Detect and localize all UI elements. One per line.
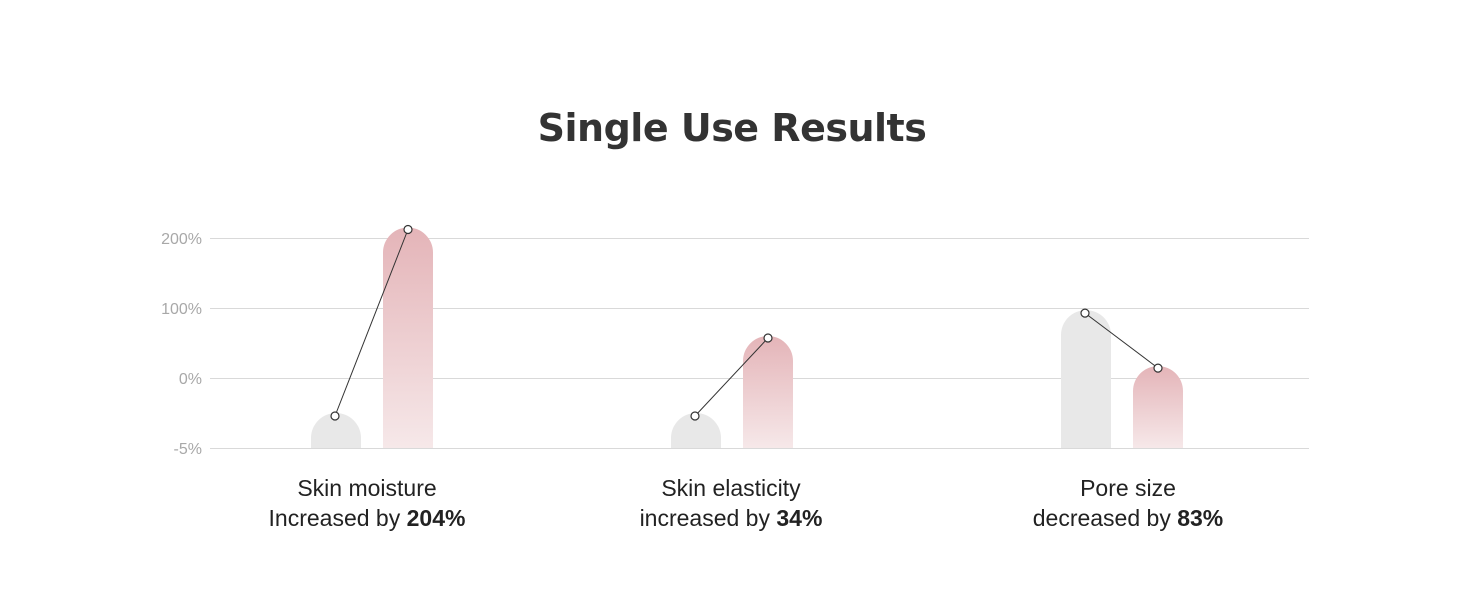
caption-value: 204% (406, 505, 466, 531)
point-after (763, 333, 773, 343)
connector-line (694, 337, 769, 417)
caption-skin-elasticity: Skin elasticity increased by 34% (571, 473, 891, 533)
connector-line (334, 229, 409, 417)
caption-prefix: decreased by (1032, 505, 1178, 531)
chart-title: Single Use Results (537, 106, 927, 150)
bar-layer (311, 227, 1183, 448)
bar-after (383, 227, 433, 448)
caption-value: 34% (776, 505, 823, 531)
bar-before (671, 413, 721, 448)
bar-after (1133, 366, 1183, 448)
caption-result: decreased by 83% (968, 503, 1288, 533)
y-tick-label: 200% (161, 231, 202, 248)
caption-result: increased by 34% (571, 503, 891, 533)
y-tick-label: 0% (179, 371, 202, 388)
caption-result: Increased by 204% (207, 503, 527, 533)
connector-layer (330, 224, 1163, 421)
point-before (330, 411, 340, 421)
bar-before (311, 413, 361, 448)
y-tick-label: 100% (161, 301, 202, 318)
caption-prefix: increased by (639, 505, 777, 531)
caption-label: Pore size (1080, 475, 1176, 501)
point-before (690, 411, 700, 421)
point-after (1153, 363, 1163, 373)
point-after (403, 224, 413, 235)
caption-prefix: Increased by (268, 505, 407, 531)
y-tick-labels: 200% 100% 0% -5% (161, 231, 202, 458)
caption-label: Skin moisture (297, 475, 437, 501)
bar-before (1061, 310, 1111, 448)
point-before (1080, 308, 1090, 318)
caption-label: Skin elasticity (661, 475, 801, 501)
caption-pore-size: Pore size decreased by 83% (968, 473, 1288, 533)
caption-value: 83% (1177, 505, 1224, 531)
y-tick-label: -5% (174, 441, 202, 458)
connector-line (1084, 312, 1159, 369)
bar-after (743, 336, 793, 448)
caption-skin-moisture: Skin moisture Increased by 204% (207, 473, 527, 533)
